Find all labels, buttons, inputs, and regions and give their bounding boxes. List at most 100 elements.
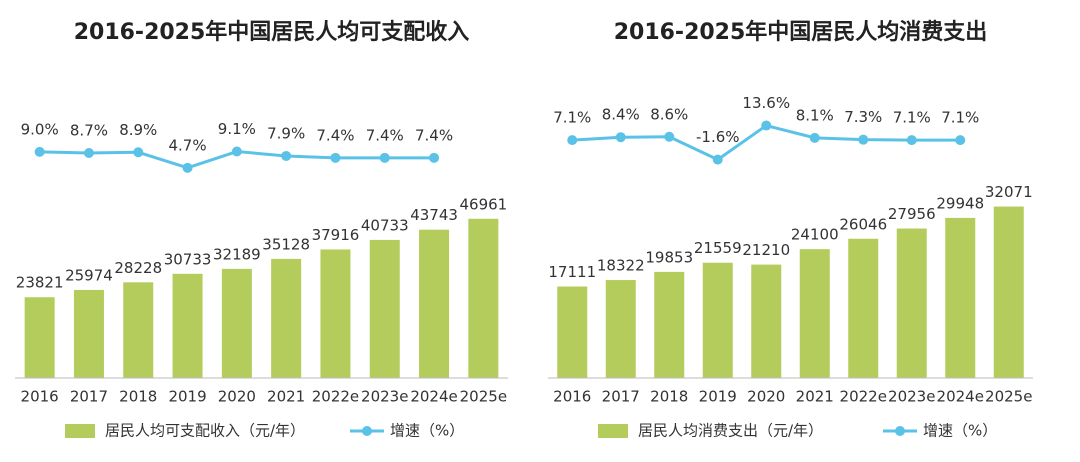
growth-point — [906, 135, 917, 146]
legend-swatch — [895, 426, 905, 436]
bar-label: 35128 — [262, 235, 310, 253]
x-tick-label: 2019 — [168, 388, 206, 406]
growth-label: 13.6% — [742, 94, 790, 112]
growth-point — [281, 150, 292, 161]
bar-label: 30733 — [164, 250, 212, 268]
growth-label: 8.4% — [602, 106, 640, 124]
x-tick-label: 2018 — [119, 388, 157, 406]
bar-label: 28228 — [114, 259, 162, 277]
legend-swatch — [362, 426, 372, 436]
growth-point — [379, 152, 390, 163]
growth-label: 7.3% — [844, 108, 882, 126]
growth-label: 7.4% — [316, 126, 354, 144]
bar — [993, 206, 1024, 378]
bar — [73, 289, 104, 378]
x-tick-label: 2020 — [218, 388, 256, 406]
bar — [654, 271, 685, 378]
bar-label: 29948 — [936, 194, 984, 212]
growth-point — [712, 154, 723, 165]
growth-label: 7.1% — [893, 109, 931, 127]
growth-point — [429, 152, 440, 163]
growth-label: 8.9% — [119, 121, 157, 139]
bar-label: 21210 — [742, 241, 790, 259]
bar — [848, 238, 879, 378]
growth-point — [133, 147, 144, 158]
legend-label: 增速（%） — [923, 422, 997, 440]
legend-swatch — [598, 424, 628, 438]
growth-line — [572, 123, 961, 162]
growth-label: 4.7% — [168, 136, 206, 154]
growth-label: 7.9% — [267, 124, 305, 142]
bar-label: 17111 — [548, 263, 596, 281]
x-tick-label: 2024e — [937, 388, 984, 406]
growth-label: -1.6% — [696, 128, 740, 146]
growth-point — [809, 132, 820, 143]
x-tick-label: 2018 — [650, 388, 688, 406]
legend-label: 增速（%） — [390, 422, 464, 440]
x-tick-label: 2021 — [796, 388, 834, 406]
growth-label: 7.4% — [415, 126, 453, 144]
growth-point — [615, 132, 626, 143]
bar — [24, 297, 55, 378]
x-tick-label: 2023e — [361, 388, 408, 406]
growth-label: 8.1% — [796, 106, 834, 124]
growth-point — [955, 135, 966, 146]
growth-point — [330, 152, 341, 163]
bar — [468, 218, 499, 378]
growth-label: 7.4% — [366, 126, 404, 144]
bar-label: 32071 — [985, 183, 1033, 201]
growth-label: 8.6% — [650, 105, 688, 123]
chart-title: 2016-2025年中国居民人均可支配收入 — [74, 19, 470, 45]
growth-label: 9.0% — [21, 120, 59, 138]
legend-label: 居民人均可支配收入（元/年） — [105, 422, 305, 440]
bar-label: 19853 — [645, 248, 693, 266]
bar-label: 43743 — [410, 206, 458, 224]
bar — [172, 273, 203, 378]
bar-label: 24100 — [791, 226, 839, 244]
bar — [896, 228, 927, 378]
bar-label: 26046 — [839, 215, 887, 233]
bar-label: 18322 — [597, 257, 645, 275]
bar — [557, 286, 588, 378]
x-tick-label: 2016 — [553, 388, 591, 406]
growth-label: 8.7% — [70, 122, 108, 140]
bar — [123, 282, 154, 378]
x-tick-label: 2017 — [602, 388, 640, 406]
x-tick-label: 2022e — [840, 388, 887, 406]
bar — [320, 249, 351, 378]
growth-point — [567, 135, 578, 146]
x-tick-label: 2022e — [312, 388, 359, 406]
legend-label: 居民人均消费支出（元/年） — [638, 422, 823, 440]
bar-label: 23821 — [16, 274, 64, 292]
bar — [751, 264, 782, 378]
bar-label: 25974 — [65, 266, 113, 284]
bar — [221, 268, 252, 378]
x-tick-label: 2017 — [70, 388, 108, 406]
growth-label: 7.1% — [553, 109, 591, 127]
growth-point — [83, 148, 94, 159]
growth-label: 9.1% — [218, 120, 256, 138]
bar-label: 37916 — [312, 226, 360, 244]
bar — [945, 217, 976, 378]
growth-point — [664, 131, 675, 142]
x-tick-label: 2025e — [460, 388, 507, 406]
bar — [799, 249, 830, 378]
growth-point — [231, 146, 242, 157]
x-tick-label: 2023e — [888, 388, 935, 406]
x-tick-label: 2021 — [267, 388, 305, 406]
legend-swatch — [65, 424, 95, 438]
growth-label: 7.1% — [941, 109, 979, 127]
x-tick-label: 2024e — [410, 388, 457, 406]
bar-label: 21559 — [694, 239, 742, 257]
growth-point — [858, 134, 869, 145]
bar-label: 46961 — [459, 195, 507, 213]
growth-point — [182, 162, 193, 173]
bar — [271, 258, 302, 378]
x-tick-label: 2019 — [699, 388, 737, 406]
chart-title: 2016-2025年中国居民人均消费支出 — [614, 19, 988, 45]
bar-label: 32189 — [213, 245, 261, 263]
x-tick-label: 2016 — [21, 388, 59, 406]
bar — [702, 262, 733, 378]
bar — [369, 239, 400, 378]
